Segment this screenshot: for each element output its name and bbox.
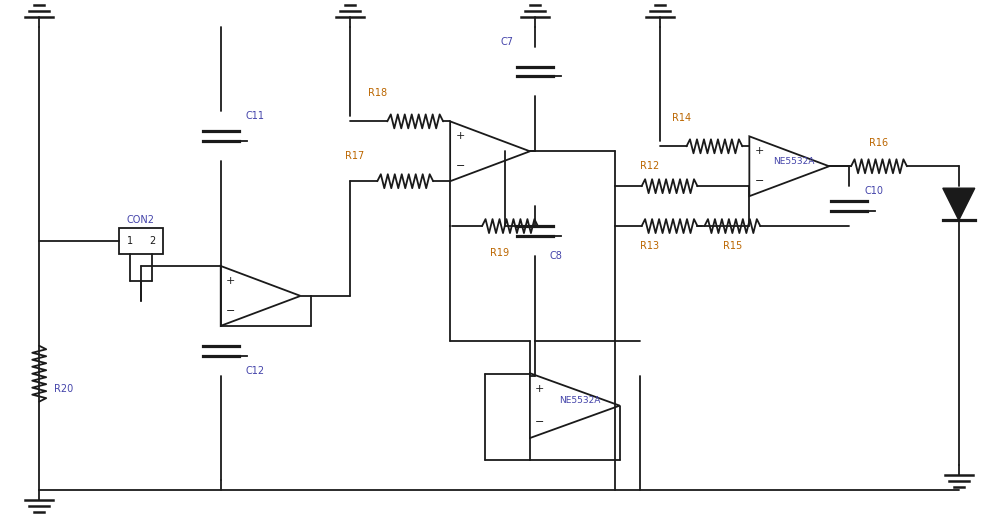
Text: R13: R13 xyxy=(640,241,659,251)
Text: C12: C12 xyxy=(246,366,265,376)
Text: R20: R20 xyxy=(54,383,73,393)
Text: R16: R16 xyxy=(869,138,889,148)
Polygon shape xyxy=(943,188,975,220)
Text: −: − xyxy=(226,306,235,316)
Text: R18: R18 xyxy=(368,88,387,98)
Text: +: + xyxy=(455,132,465,141)
Text: R19: R19 xyxy=(490,248,510,258)
Text: 1: 1 xyxy=(127,236,133,246)
Text: C7: C7 xyxy=(500,37,513,47)
Text: −: − xyxy=(755,176,764,186)
Text: C10: C10 xyxy=(864,186,883,196)
Text: R17: R17 xyxy=(345,151,365,161)
Bar xyxy=(119,228,163,254)
Text: CON2: CON2 xyxy=(127,215,155,225)
Text: −: − xyxy=(455,161,465,171)
Text: +: + xyxy=(226,276,235,286)
Text: NE5532A: NE5532A xyxy=(559,396,600,405)
Text: C11: C11 xyxy=(246,112,265,122)
Text: R12: R12 xyxy=(640,161,659,171)
Text: R15: R15 xyxy=(723,241,742,251)
Text: +: + xyxy=(755,146,764,156)
Text: NE5532A: NE5532A xyxy=(774,157,815,166)
Text: −: − xyxy=(535,417,545,427)
Text: C8: C8 xyxy=(550,251,563,261)
Text: R14: R14 xyxy=(672,114,691,124)
Text: 2: 2 xyxy=(149,236,155,246)
Text: +: + xyxy=(535,385,545,394)
